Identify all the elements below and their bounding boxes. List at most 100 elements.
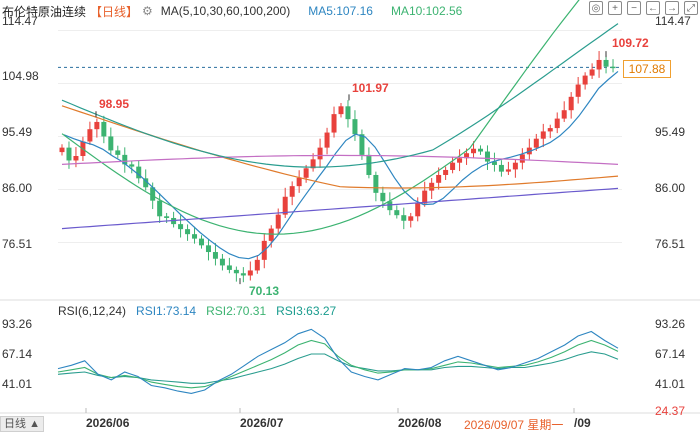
left-arrow-icon[interactable]: ← [646,1,660,15]
candle-body [310,159,316,169]
candle-body [450,162,456,170]
candle-body [289,186,295,197]
rsi1-line [57,328,619,394]
candle-body [366,154,372,175]
chart-header: 布伦特原油连续 【日线】 ⚙ MA(5,10,30,60,100,200) MA… [2,2,462,20]
candle-body [157,200,163,217]
candle-body [373,174,379,193]
candle-body [275,214,281,229]
candle-body [561,110,567,119]
price-tick-left-4: 86.00 [2,181,33,195]
candle-body [603,59,609,67]
period-label[interactable]: 【日线】 [90,4,139,19]
candle-body [484,151,490,162]
settings-gear-icon[interactable]: ⚙ [142,4,153,18]
candle-body [178,224,184,230]
candle-body [192,234,198,239]
candle-body [219,258,225,266]
right-arrow-icon[interactable]: → [665,1,679,15]
candle-body [478,148,483,152]
candle-body [519,154,525,163]
candle-body [352,119,358,135]
ma5-line [63,70,619,260]
price-tick-left-1: 114.47 [2,14,38,28]
rsi-tick-right-1: 93.26 [655,317,686,331]
camera-icon[interactable]: ◎ [589,1,603,15]
candle-body [547,128,553,132]
candle-body [108,136,114,151]
rsi3-value: RSI3:63.27 [276,304,337,318]
rsi-tick-right-3: 41.01 [655,377,686,391]
candle-body [73,156,79,161]
candle-body [408,216,414,221]
candle-body [596,59,602,70]
current-price-tag: 107.88 [623,60,671,78]
candle-body [401,215,407,221]
candle-body [380,192,386,202]
candle-body [240,273,246,276]
rsi3-line [57,351,619,384]
rsi-params-label: RSI(6,12,24) [58,304,127,318]
candle-body [66,147,72,161]
candle-body [533,138,539,148]
candle-body [457,158,463,163]
candle-body [233,269,239,274]
annotation-high-3: 109.72 [612,36,649,50]
plus-icon[interactable]: + [608,1,622,15]
candle-body [185,229,191,235]
candle-body [512,162,518,170]
ma30-line [61,23,619,168]
candle-body [212,252,218,259]
date-label-jul: 2026/07 [240,416,284,430]
candle-body [303,168,309,178]
candle-body [324,132,330,148]
cursor-date-label: 2026/09/07 星期一 [464,418,564,432]
price-tick-right-3: 95.49 [655,125,686,139]
date-label-sep: /09 [574,416,591,430]
candle-body [122,154,128,165]
candle-body [296,177,302,187]
period-dropdown[interactable]: 日线 ▲ [0,416,44,432]
ma100-line [61,154,619,165]
candle-body [94,121,100,130]
candle-body [505,169,511,172]
candle-body [136,166,142,179]
rsi-header: RSI(6,12,24) RSI1:73.14 RSI2:70.31 RSI3:… [58,304,336,318]
candle-body [554,118,560,129]
ma-params-label: MA(5,10,30,60,100,200) [160,4,291,18]
candle-body [164,216,170,218]
candle-body [282,196,288,215]
ma5-value: MA5:107.16 [308,4,373,18]
minus-icon[interactable]: − [627,1,641,15]
rsi-tick-left-1: 93.26 [2,317,33,331]
candle-body [254,259,260,271]
candle-body [359,134,365,155]
candle-body [464,153,470,159]
candle-body [429,182,435,191]
price-tick-right-4: 86.00 [655,181,686,195]
price-tick-left-5: 76.51 [2,237,33,251]
candle-body [205,245,211,253]
candle-body [143,178,149,188]
price-tick-left-2: 104.98 [2,69,39,83]
candle-body [226,265,232,270]
rsi2-line [57,339,619,389]
price-tick-right-5: 76.51 [655,237,686,251]
candle-body [87,129,93,142]
candle-body [568,96,574,111]
rsi-tick-left-2: 67.14 [2,347,33,361]
rsi1-value: RSI1:73.14 [136,304,197,318]
annotation-low: 70.13 [249,284,280,298]
date-label-jun: 2026/06 [86,416,130,430]
rsi-tick-left-3: 41.01 [2,377,33,391]
ma10-value: MA10:102.56 [390,4,463,18]
price-tick-right-1: 114.47 [655,14,691,28]
candle-body [540,131,546,139]
date-label-aug: 2026/08 [398,416,442,430]
fullscreen-icon[interactable]: ⤢ [684,1,698,15]
candle-body [268,228,274,241]
candle-body [582,75,588,85]
candle-body [443,169,449,175]
chart-toolbar: ◎ + − ← → ⤢ [589,1,698,15]
